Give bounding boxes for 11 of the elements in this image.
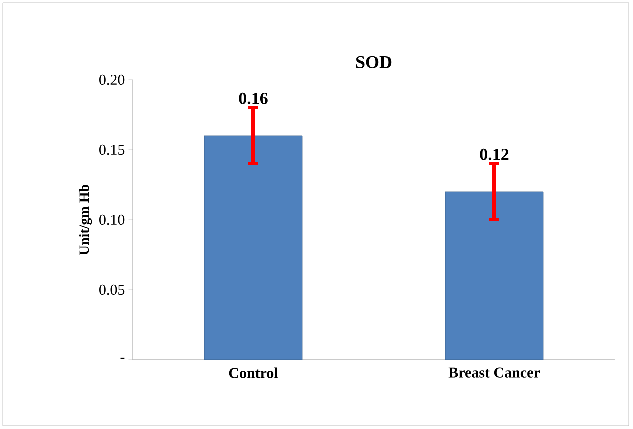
y-tick-label: 0.05: [100, 284, 125, 296]
y-tick-label: -: [120, 358, 125, 360]
y-axis-title: Unit/gm Hb: [79, 184, 92, 256]
x-tick-label: Breast Cancer: [448, 368, 540, 378]
chart-title: SOD: [356, 56, 392, 68]
x-tick-label: Control: [229, 368, 278, 378]
y-tick-label: 0.15: [100, 144, 125, 156]
y-tick-label: 0.10: [100, 214, 125, 226]
data-label: 0.16: [239, 92, 268, 104]
data-label: 0.12: [480, 148, 509, 160]
y-tick-label: 0.20: [100, 74, 125, 86]
